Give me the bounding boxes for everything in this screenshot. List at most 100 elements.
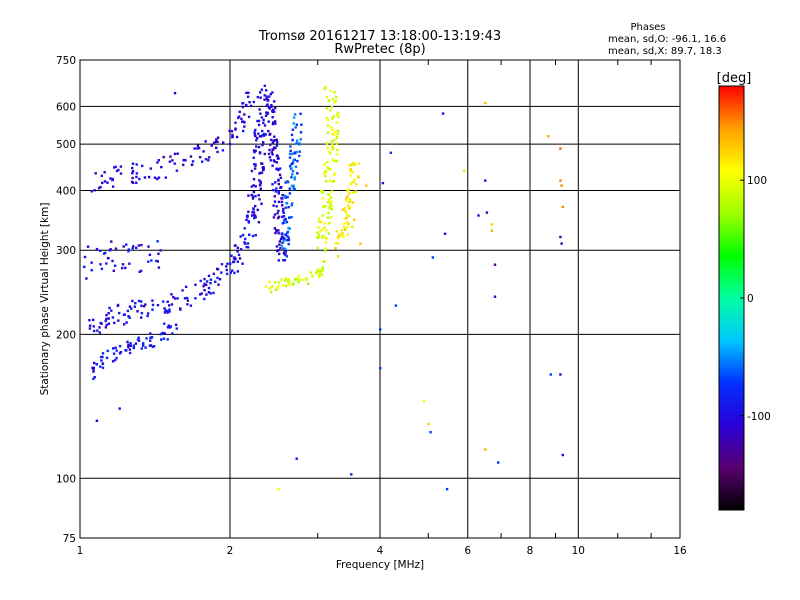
trace-point	[127, 315, 130, 318]
trace-point	[282, 211, 285, 214]
trace-point	[342, 226, 346, 229]
trace-point	[129, 344, 132, 347]
trace-point	[127, 345, 130, 349]
trace-point	[164, 309, 167, 312]
trace-point	[344, 211, 348, 214]
trace-point	[161, 331, 164, 335]
trace-point	[277, 284, 280, 288]
trace-point	[127, 248, 130, 251]
trace-point	[280, 244, 284, 247]
trace-point	[157, 252, 160, 255]
trace-point	[285, 255, 288, 258]
trace-point	[317, 270, 320, 273]
chart-subtitle: RwPretec (8p)	[334, 42, 425, 57]
trace-point	[248, 101, 251, 104]
trace-point	[336, 129, 340, 132]
trace-point	[282, 207, 285, 211]
trace-point	[323, 260, 326, 263]
trace-point	[142, 305, 146, 308]
plot-frame	[79, 59, 681, 539]
trace-point	[209, 278, 213, 281]
trace-point	[101, 362, 105, 365]
trace-point	[260, 202, 263, 205]
trace-point	[231, 135, 234, 138]
trace-point	[333, 91, 336, 94]
trace-point	[323, 163, 326, 166]
trace-point	[271, 122, 275, 126]
trace-point	[254, 135, 257, 138]
trace-point	[254, 149, 257, 152]
trace-point	[131, 166, 134, 170]
trace-point	[295, 150, 298, 154]
trace-point	[125, 321, 128, 324]
trace-point	[284, 279, 287, 282]
trace-point	[137, 339, 141, 342]
trace-point	[351, 225, 354, 229]
trace-point	[305, 277, 308, 280]
trace-point	[294, 165, 298, 168]
trace-point	[321, 228, 324, 231]
trace-point	[293, 277, 297, 281]
trace-point	[292, 184, 295, 187]
trace-point	[134, 342, 138, 345]
trace-point	[85, 277, 88, 280]
trace-point	[352, 180, 355, 184]
trace-point	[263, 132, 266, 136]
trace-point	[275, 154, 279, 157]
trace-point	[251, 195, 255, 198]
trace-point	[293, 151, 296, 154]
trace-point	[353, 178, 356, 181]
trace-point	[270, 105, 273, 108]
trace-point	[99, 249, 102, 252]
trace-point	[321, 267, 325, 270]
trace-point	[335, 153, 339, 156]
trace-point	[254, 185, 257, 188]
chart-title: Tromsø 20161217 13:18:00-13:19:43	[258, 29, 501, 44]
data-points	[83, 84, 564, 491]
trace-point	[280, 278, 283, 281]
trace-point	[212, 291, 215, 295]
trace-point	[127, 343, 130, 346]
trace-point	[286, 195, 289, 199]
trace-point	[292, 188, 296, 191]
trace-point	[203, 289, 206, 292]
trace-point	[295, 142, 298, 145]
trace-point	[291, 173, 294, 176]
trace-point	[243, 241, 246, 244]
trace-point	[271, 91, 274, 94]
trace-point	[258, 179, 261, 182]
colorbar-unit: [deg]	[717, 71, 752, 86]
trace-point	[329, 202, 332, 205]
trace-point	[99, 365, 102, 368]
trace-point	[321, 235, 325, 238]
trace-point	[234, 128, 237, 131]
trace-point	[182, 158, 185, 162]
isolated-point	[493, 295, 497, 298]
trace-point	[142, 342, 145, 345]
trace-point	[347, 204, 350, 207]
trace-point	[335, 137, 338, 140]
trace-point	[225, 265, 228, 268]
trace-point	[109, 177, 112, 180]
trace-point	[328, 152, 332, 155]
x-axis: 1 2 4 6 8 10 16	[77, 60, 687, 557]
trace-point	[273, 200, 277, 203]
trace-point	[149, 344, 153, 347]
trace-point	[348, 198, 352, 201]
trace-point	[279, 237, 283, 241]
trace-point	[280, 235, 284, 239]
trace-point	[110, 240, 113, 243]
trace-point	[327, 198, 331, 201]
trace-point	[205, 293, 208, 296]
trace-point	[104, 326, 108, 329]
trace-point	[111, 316, 115, 319]
trace-point	[284, 284, 288, 288]
trace-point	[216, 276, 219, 280]
trace-point	[269, 92, 272, 96]
trace-point	[92, 329, 96, 333]
trace-point	[225, 272, 229, 276]
trace-point	[220, 271, 223, 274]
trace-point	[105, 356, 109, 360]
stats-heading: Phases	[630, 22, 665, 33]
trace-point	[273, 100, 276, 103]
